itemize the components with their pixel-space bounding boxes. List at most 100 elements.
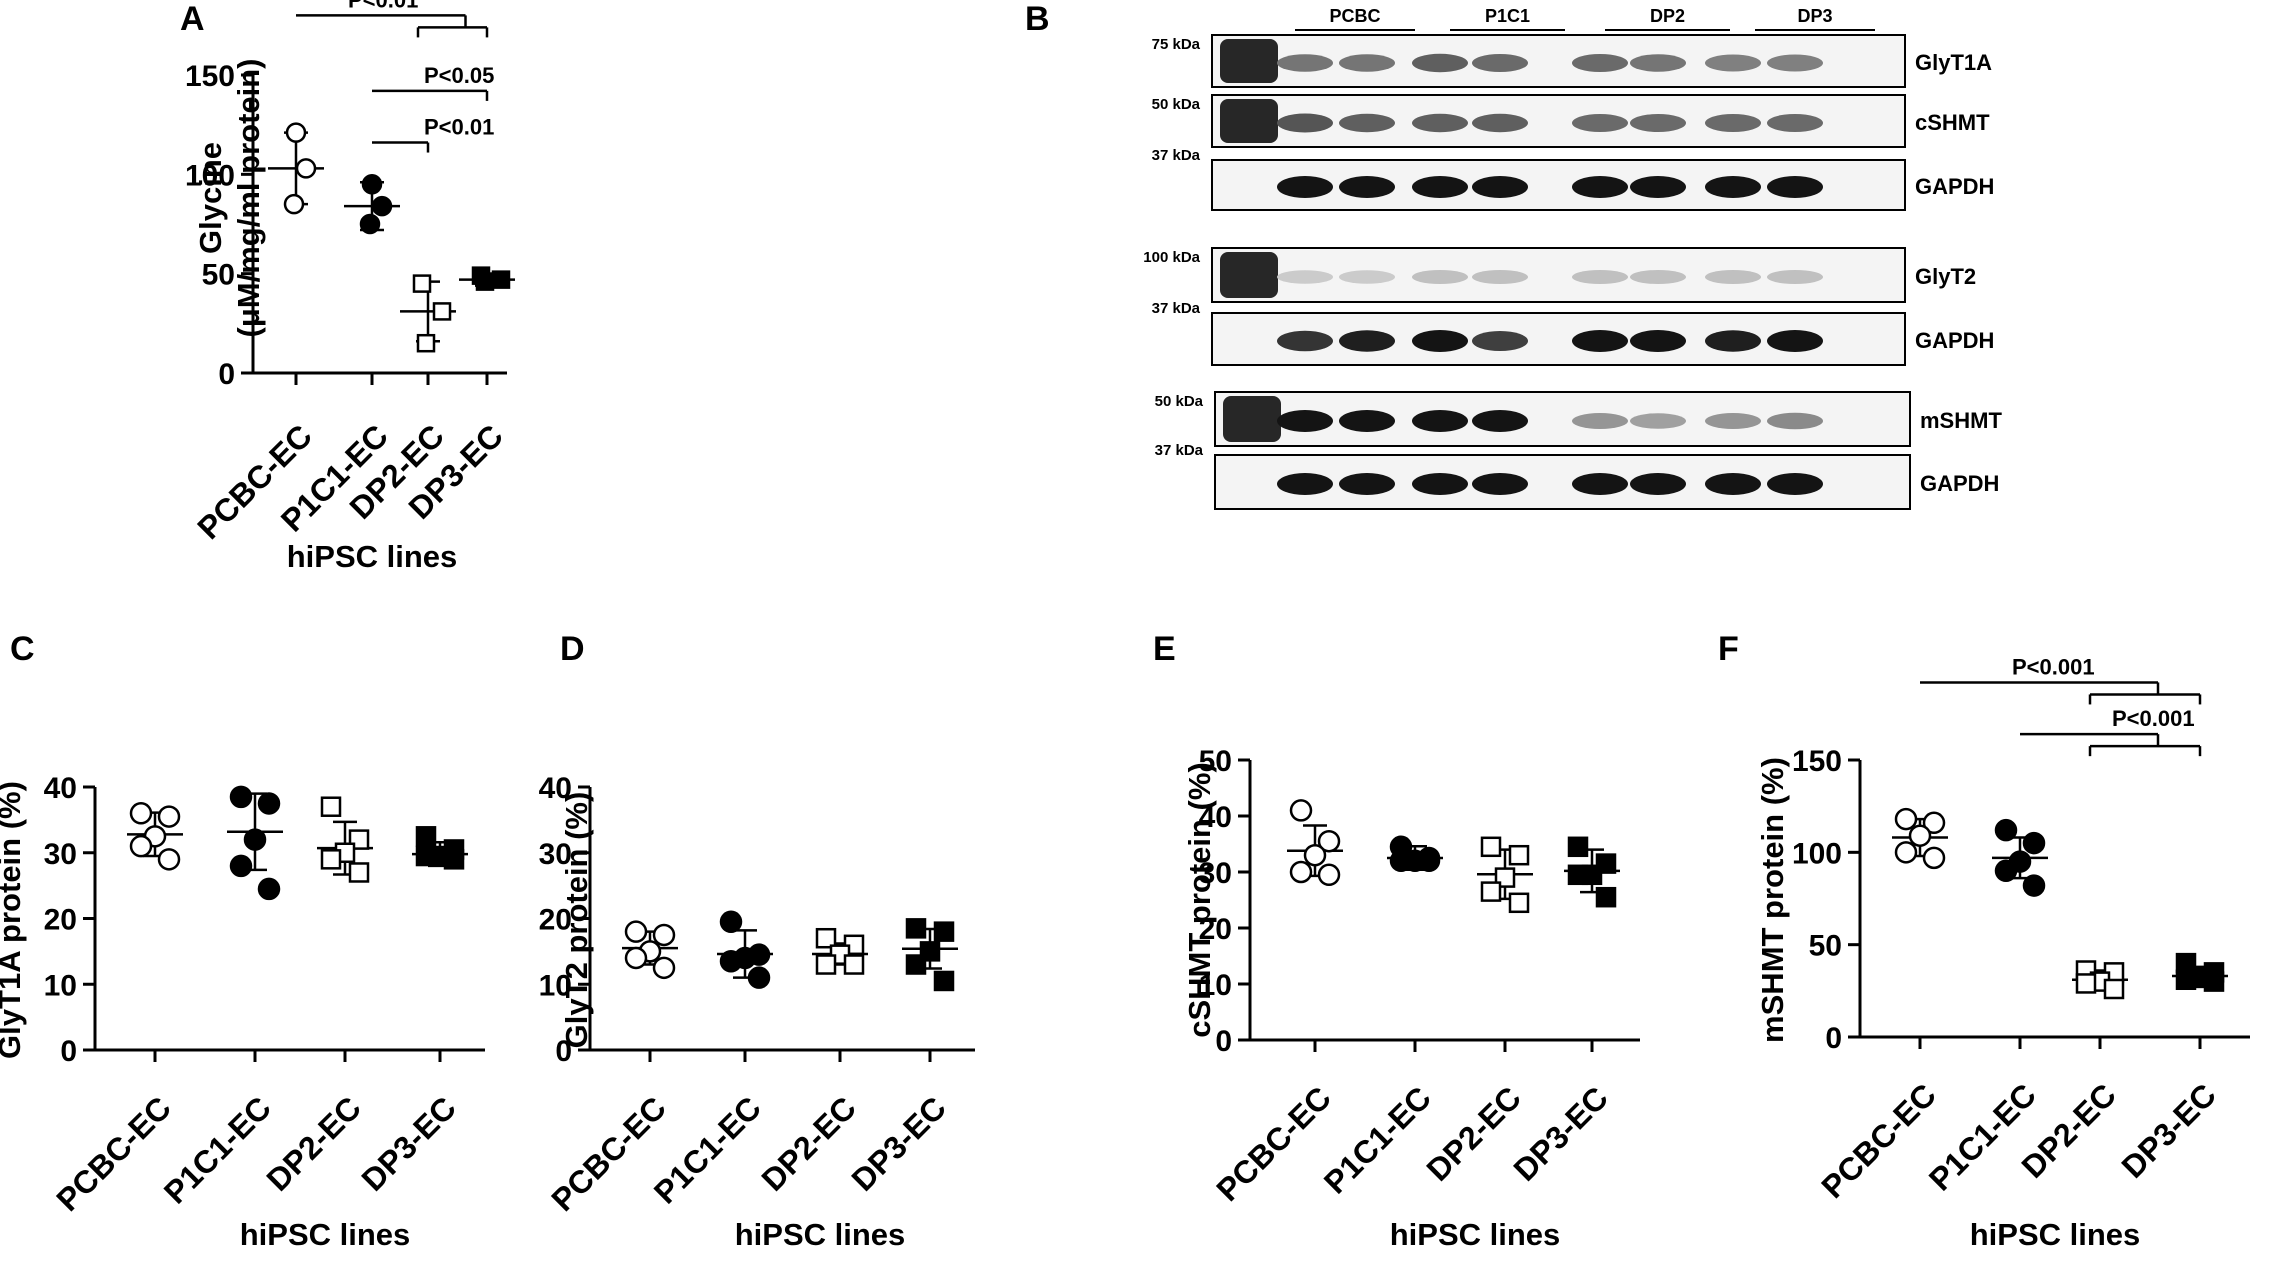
series-dp2-ec <box>400 274 456 353</box>
data-point <box>129 834 153 858</box>
blot-strip-cshmt: 50 kDa cSHMT <box>1152 94 1990 148</box>
data-point <box>652 956 676 980</box>
data-point <box>1417 849 1441 873</box>
protein-band <box>1572 176 1628 198</box>
x-category-label: P1C1-EC <box>157 1089 278 1210</box>
p-value-label: P<0.01 <box>424 115 494 140</box>
data-point <box>1289 799 1313 822</box>
panel-a: A050100150PCBC-ECP1C1-ECDP2-ECDP3-ECGlyc… <box>180 0 515 574</box>
data-point <box>1480 881 1502 902</box>
data-point <box>1389 849 1413 873</box>
y-tick-label: 100 <box>185 159 235 192</box>
data-point <box>933 921 955 942</box>
data-point <box>2203 971 2225 992</box>
ladder-marker <box>1220 252 1278 298</box>
panel-letter: A <box>180 0 205 38</box>
protein-band <box>1412 330 1468 352</box>
protein-band <box>1277 54 1333 72</box>
protein-band <box>1630 270 1686 284</box>
ladder-marker <box>1223 396 1281 442</box>
series-dp3-ec <box>902 918 958 992</box>
data-point <box>1317 863 1341 887</box>
x-category-label: P1C1-EC <box>1317 1079 1438 1200</box>
blot-strip-gapdh: 37 kDa GAPDH <box>1152 300 1994 366</box>
protein-band <box>1572 270 1628 284</box>
data-point <box>1994 859 2018 883</box>
data-point <box>1894 807 1918 831</box>
data-point <box>320 849 342 870</box>
protein-band <box>1277 270 1333 284</box>
data-point <box>1922 811 1946 835</box>
data-point <box>2103 978 2125 1000</box>
y-tick-label: 0 <box>218 358 235 391</box>
protein-band <box>1705 54 1761 72</box>
data-point <box>283 193 305 215</box>
protein-label: GlyT1A <box>1915 50 1992 75</box>
lane-header: PCBC <box>1329 6 1380 26</box>
y-tick-label: 40 <box>1199 801 1232 834</box>
y-tick-label: 50 <box>202 259 235 292</box>
ladder-marker <box>1220 39 1278 83</box>
protein-band <box>1705 176 1761 198</box>
p-value-label: P<0.05 <box>424 63 494 88</box>
series-p1c1-ec <box>1992 818 2048 897</box>
series-pcbc-ec <box>622 920 678 980</box>
data-point <box>229 785 253 809</box>
y-tick-label: 40 <box>539 772 572 805</box>
protein-band <box>1412 176 1468 198</box>
protein-band <box>1705 473 1761 495</box>
x-category-label: DP2-EC <box>260 1089 368 1197</box>
data-point <box>1317 829 1341 853</box>
data-point <box>371 195 393 217</box>
data-point <box>1303 843 1327 867</box>
data-point <box>412 274 432 293</box>
series-p1c1-ec <box>1387 835 1443 873</box>
significance-bracket: P<0.05 <box>372 63 494 101</box>
data-point <box>933 970 955 992</box>
series-p1c1-ec <box>717 910 773 989</box>
x-category-label: DP3-EC <box>2115 1076 2223 1184</box>
blot-strip-glyt2: 100 kDa GlyT2 <box>1143 247 1976 303</box>
data-point <box>129 802 153 825</box>
series-dp2-ec <box>1477 836 1533 914</box>
data-point <box>1567 864 1589 886</box>
protein-label: mSHMT <box>1920 408 2002 433</box>
data-point <box>361 174 383 195</box>
series-p1c1-ec <box>344 174 400 235</box>
series-dp3-ec <box>412 826 468 870</box>
data-point <box>1994 818 2018 842</box>
data-point <box>295 158 317 179</box>
molecular-weight-label: 50 kDa <box>1155 393 1204 410</box>
y-tick-label: 50 <box>1809 930 1842 963</box>
protein-band <box>1630 413 1686 429</box>
y-tick-label: 30 <box>539 838 572 871</box>
y-tick-label: 20 <box>539 904 572 937</box>
data-point <box>1595 886 1617 908</box>
lane-header: P1C1 <box>1485 6 1530 26</box>
data-point <box>243 828 267 851</box>
y-tick-label: 150 <box>185 60 235 93</box>
protein-band <box>1705 114 1761 132</box>
y-axis-label: mSHMT protein (%) <box>1755 757 1790 1043</box>
protein-band <box>1572 114 1628 132</box>
data-point <box>905 954 927 975</box>
p-value-label: P<0.001 <box>2012 654 2095 679</box>
series-pcbc-ec <box>268 122 324 215</box>
y-axis-label: cSHMT protein (%) <box>1182 762 1217 1038</box>
protein-band <box>1705 413 1761 429</box>
data-point <box>2175 969 2197 991</box>
data-point <box>157 805 181 828</box>
data-point <box>285 122 307 143</box>
y-axis-label-line1: Glycine <box>193 142 228 254</box>
protein-band <box>1767 54 1823 72</box>
data-point <box>157 848 181 871</box>
data-point <box>432 302 452 321</box>
protein-band <box>1412 53 1468 73</box>
protein-band <box>1339 473 1395 495</box>
x-category-label: DP2-EC <box>755 1089 863 1197</box>
data-point <box>815 927 837 949</box>
blot-strip-gapdh: 37 kDa GAPDH <box>1152 147 1994 211</box>
data-point <box>1894 841 1918 864</box>
protein-label: GAPDH <box>1920 471 1999 496</box>
series-dp3-ec <box>1564 836 1620 908</box>
